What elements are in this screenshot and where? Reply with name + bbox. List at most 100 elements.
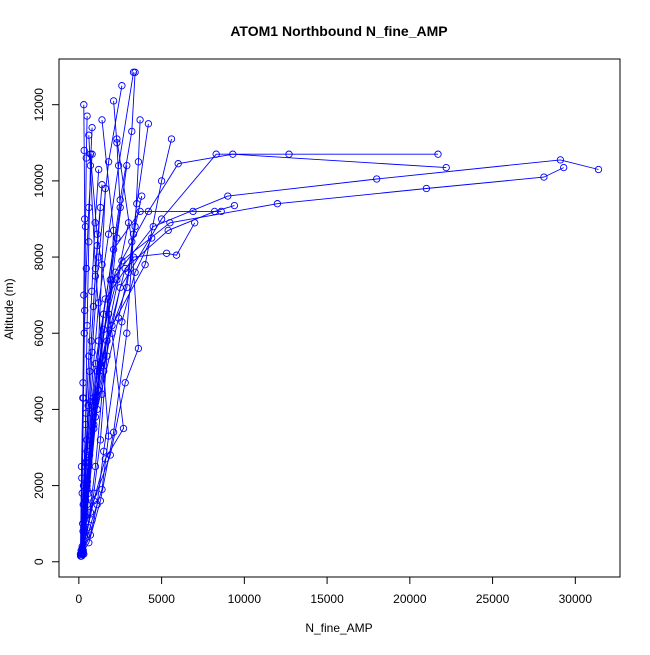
data-point [434,150,442,158]
data-point [162,249,171,257]
data-point [124,219,133,227]
series-line [81,184,103,553]
x-tick-label: 5000 [148,592,175,606]
data-point [422,184,431,193]
data-point [85,352,93,360]
data-point [149,222,157,231]
data-point [98,390,106,398]
data-point [85,131,93,139]
data-point [560,163,568,172]
data-point [91,360,100,368]
data-point [136,207,144,216]
data-point [98,116,106,124]
data-point [229,150,237,158]
data-point [85,203,93,212]
data-point [80,101,88,109]
data-point [172,251,181,259]
data-point [556,156,565,164]
data-point [98,261,106,269]
series-line [80,169,100,555]
data-point [82,264,90,273]
data-point [167,135,176,143]
data-point [89,302,98,311]
y-axis-label: Altitude (m) [2,278,16,339]
data-point [80,329,88,337]
data-point [98,181,106,189]
data-point [157,177,166,185]
data-point [78,489,86,497]
data-point [540,173,548,181]
series-line [81,222,129,553]
data-point [134,344,143,353]
data-point [109,428,118,436]
data-point [217,207,225,216]
data-point [129,230,138,238]
data-point [144,120,153,128]
data-point [96,436,105,444]
data-point [594,165,603,174]
y-tick-label: 12000 [32,88,46,122]
y-tick-label: 4000 [32,396,46,423]
series-line [80,154,93,555]
data-point [273,200,282,208]
data-point [118,257,126,265]
data-point [138,192,146,200]
data-point [224,192,232,200]
data-point [113,135,121,143]
data-point [123,161,131,170]
y-tick-label: 2000 [32,472,46,499]
data-point [131,268,139,276]
data-point [106,451,114,459]
data-point [129,68,138,76]
data-point [81,222,90,231]
data-point [108,329,116,337]
data-point [113,234,121,242]
data-point [95,165,103,174]
data-point [166,219,174,227]
series-line [81,196,143,555]
profile-series [79,234,156,554]
data-point [88,150,96,158]
data-point [90,489,98,497]
x-tick-label: 25000 [476,592,510,606]
x-axis-label: N_fine_AMP [305,621,372,635]
data-point [78,548,86,556]
data-point [85,367,94,375]
x-tick-label: 15000 [310,592,344,606]
data-point [109,97,118,105]
profile-series [78,135,143,556]
data-point [95,337,103,345]
data-point [103,352,111,360]
data-point [123,329,131,337]
data-point [100,325,108,334]
data-point [85,459,93,467]
data-point [100,447,108,455]
x-tick-label: 10000 [228,592,262,606]
data-point [373,175,381,183]
series-line [82,237,153,551]
data-series [76,68,603,560]
data-point [83,436,91,444]
data-point [91,398,100,406]
data-point [442,163,450,172]
y-axis: 0 2000 4000 6000 8000 10000 12000 [32,88,60,565]
data-point [128,127,136,136]
x-axis: 0 5000 10000 15000 20000 25000 30000 [76,576,592,606]
data-point [88,123,96,132]
data-point [76,550,85,558]
data-point [118,318,126,326]
series-line [81,138,139,553]
profile-series [78,181,106,556]
data-point [83,112,91,120]
x-tick-label: 0 [76,592,83,606]
data-point [121,379,129,387]
data-point [109,226,118,235]
data-point [128,238,136,246]
data-point [80,291,88,299]
y-tick-label: 10000 [32,164,46,198]
data-point [131,222,139,231]
chart-title: ATOM1 Northbound N_fine_AMP [230,23,447,39]
